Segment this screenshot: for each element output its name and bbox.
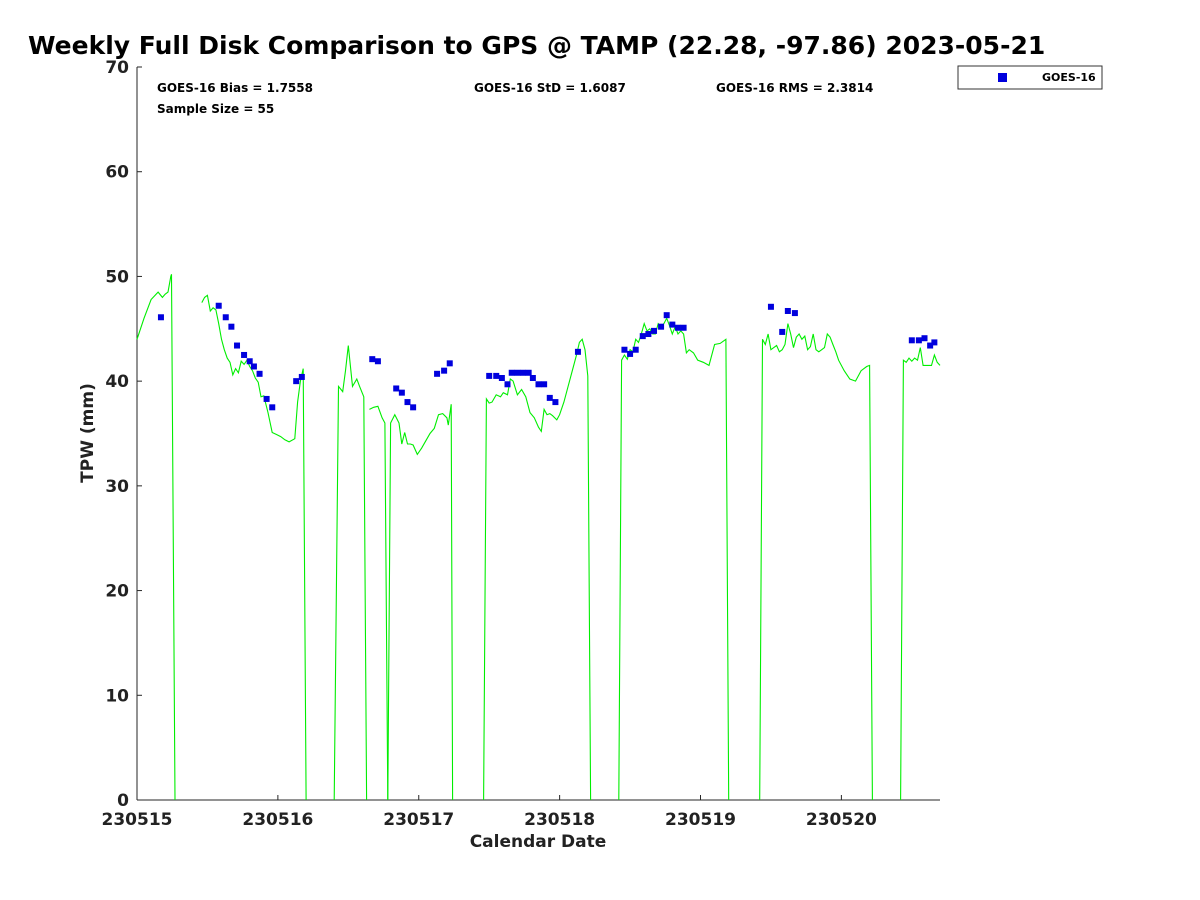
y-tick-label: 60	[105, 163, 129, 183]
gps-line-segment	[387, 404, 454, 801]
x-tick-label: 230519	[665, 810, 736, 830]
goes-16-point	[298, 373, 305, 380]
goes-16-point	[514, 369, 521, 376]
y-tick-label: 70	[105, 58, 129, 78]
goes-16-point	[398, 389, 405, 396]
goes-16-point	[574, 348, 581, 355]
goes-16-point	[374, 358, 381, 365]
goes-16-point	[157, 314, 164, 321]
goes-series	[157, 302, 938, 411]
gps-line-segment	[136, 274, 176, 801]
goes-16-point	[669, 321, 676, 328]
goes-16-point	[263, 395, 270, 402]
goes-16-point	[246, 358, 253, 365]
plot-area: 0 10 20 30 40 50 60 70 230515 230516 230517 230518…	[102, 58, 941, 830]
chart-title: Weekly Full Disk Comparison to GPS @ TAM…	[28, 31, 1045, 60]
y-tick-label: 10	[105, 686, 129, 706]
goes-16-point	[434, 370, 441, 377]
goes-16-point	[393, 385, 400, 392]
gps-line-segment	[333, 345, 368, 801]
goes-16-point	[535, 381, 542, 388]
gps-line-segment	[900, 347, 941, 801]
gps-line-segment	[483, 338, 592, 801]
goes-16-point	[632, 346, 639, 353]
goes-16-point	[546, 394, 553, 401]
stat-std: GOES-16 StD = 1.6087	[474, 81, 626, 95]
y-tick-label: 40	[105, 372, 129, 392]
goes-16-point	[674, 324, 681, 331]
stat-sample-size: Sample Size = 55	[157, 102, 274, 116]
goes-16-point	[269, 404, 276, 411]
gps-line-segment	[759, 323, 873, 801]
goes-16-point	[446, 360, 453, 367]
goes-16-point	[784, 307, 791, 314]
goes-16-point	[228, 323, 235, 330]
legend: GOES-16	[957, 65, 1103, 90]
stat-rms: GOES-16 RMS = 2.3814	[716, 81, 873, 95]
legend-label-goes-16: GOES-16	[1042, 71, 1096, 84]
legend-box	[957, 65, 1103, 90]
goes-16-point	[767, 303, 774, 310]
x-tick-label: 230518	[524, 810, 595, 830]
x-tick-label: 230517	[383, 810, 454, 830]
goes-16-point	[915, 337, 922, 344]
gps-line-segment	[618, 316, 730, 801]
plot-frame	[137, 67, 940, 800]
goes-16-point	[529, 375, 536, 382]
goes-16-point	[680, 324, 687, 331]
goes-16-point	[779, 328, 786, 335]
goes-16-point	[552, 399, 559, 406]
goes-16-point	[931, 339, 938, 346]
goes-16-point	[498, 375, 505, 382]
goes-16-point	[541, 381, 548, 388]
y-tick-label: 50	[105, 267, 129, 287]
gps-series	[136, 274, 941, 801]
y-tick-label: 0	[117, 791, 129, 811]
goes-16-point	[250, 363, 257, 370]
goes-16-point	[241, 351, 248, 358]
gps-line-segment	[369, 405, 389, 801]
goes-16-point	[410, 404, 417, 411]
goes-16-point	[645, 331, 652, 338]
y-axis-label: TPW (mm)	[78, 383, 98, 483]
goes-16-point	[215, 302, 222, 309]
goes-16-point	[651, 327, 658, 334]
goes-16-point	[293, 378, 300, 385]
goes-16-point	[222, 314, 229, 321]
y-tick-label: 20	[105, 582, 129, 602]
goes-16-point	[639, 333, 646, 340]
goes-16-point	[441, 367, 448, 374]
goes-16-point	[504, 381, 511, 388]
stat-bias: GOES-16 Bias = 1.7558	[157, 81, 313, 95]
goes-16-point	[525, 369, 532, 376]
x-axis-label: Calendar Date	[470, 832, 607, 852]
x-tick-label: 230516	[242, 810, 313, 830]
goes-16-point	[256, 370, 263, 377]
goes-16-point	[234, 342, 241, 349]
goes-16-point	[369, 356, 376, 363]
y-tick-label: 30	[105, 477, 129, 497]
goes-16-point	[627, 350, 634, 357]
x-ticks: 230515 230516 230517 230518 230519 230520	[102, 795, 877, 830]
legend-marker-goes-16	[998, 73, 1007, 82]
goes-16-point	[621, 346, 628, 353]
goes-16-point	[663, 312, 670, 319]
goes-16-point	[658, 323, 665, 330]
goes-16-point	[520, 369, 527, 376]
goes-16-point	[927, 342, 934, 349]
x-tick-label: 230520	[806, 810, 877, 830]
goes-16-point	[486, 372, 493, 379]
goes-16-point	[791, 310, 798, 317]
goes-16-point	[908, 337, 915, 344]
goes-16-point	[404, 399, 411, 406]
goes-16-point	[508, 369, 515, 376]
x-tick-label: 230515	[102, 810, 173, 830]
goes-16-point	[493, 372, 500, 379]
y-ticks: 0 10 20 30 40 50 60 70	[105, 58, 142, 811]
goes-16-point	[921, 335, 928, 342]
